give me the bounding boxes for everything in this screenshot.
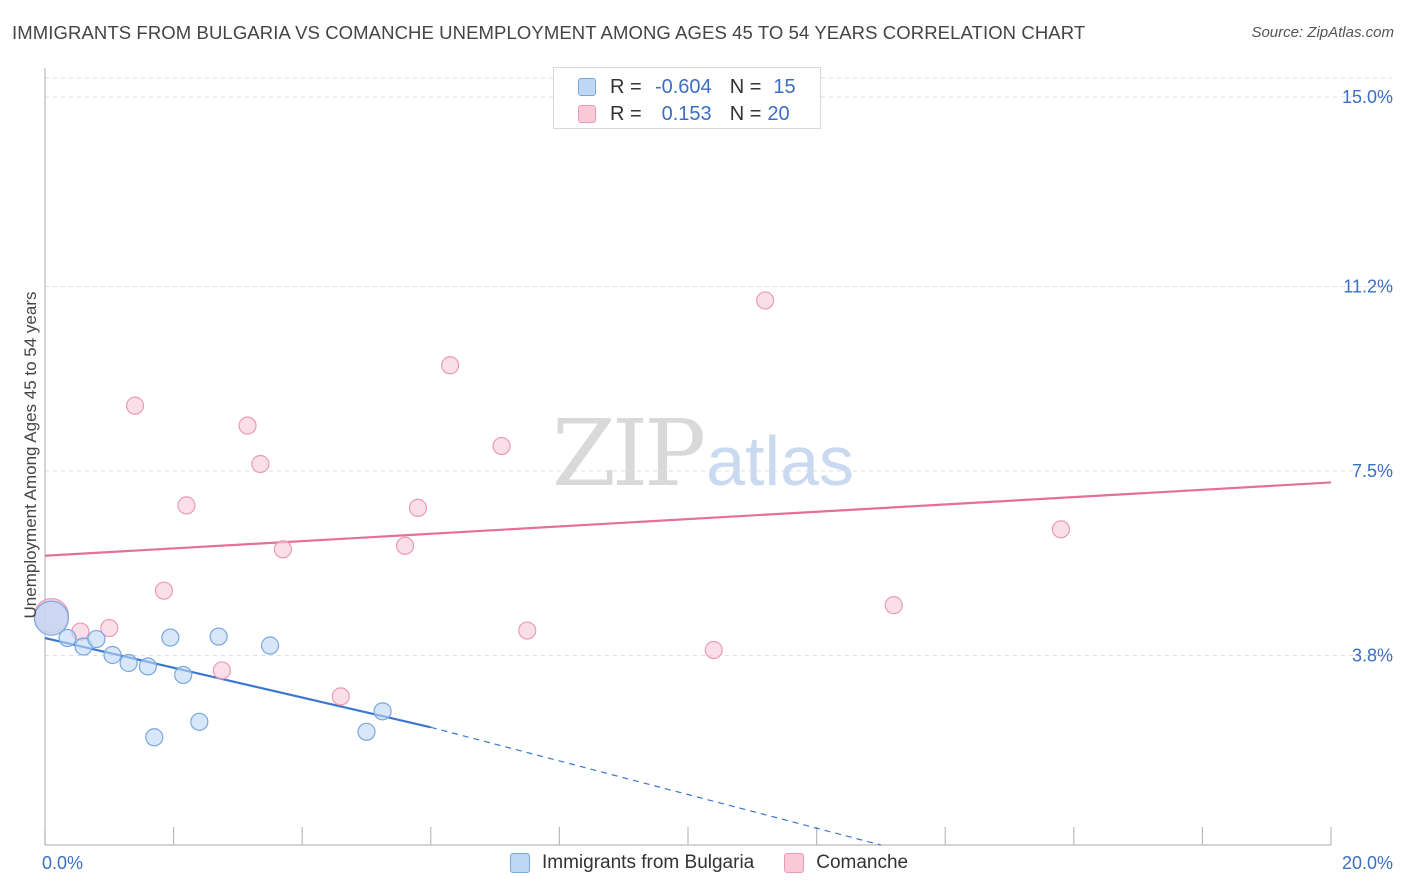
tick-labels: 3.8% 7.5% 11.2% 15.0% 0.0% 20.0% — [42, 87, 1393, 873]
point-comanche — [704, 640, 723, 660]
legend-swatch-comanche — [578, 105, 596, 123]
legend-row-comanche: R = 0.153 N = 20 — [578, 102, 790, 126]
point-comanche — [154, 581, 174, 600]
legend-swatch-bulgaria — [578, 78, 596, 96]
point-comanche — [331, 687, 350, 706]
y-tick-label: 11.2% — [1343, 276, 1393, 296]
legend-r-value: 0.153 — [661, 102, 712, 125]
legend-r-value: -0.604 — [654, 75, 712, 98]
legend-r-label: R = — [610, 102, 642, 125]
point-comanche — [238, 416, 257, 435]
legend-n-label: N = — [729, 102, 762, 125]
data-points — [33, 291, 1071, 747]
point-comanche — [440, 356, 460, 375]
point-bulgaria — [58, 628, 77, 648]
point-bulgaria — [138, 657, 157, 676]
point-comanche — [884, 596, 903, 615]
point-comanche — [100, 618, 119, 638]
series-legend-item-comanche: Comanche — [784, 852, 908, 874]
point-comanche — [1051, 520, 1071, 539]
y-axis-label: Unemployment Among Ages 45 to 54 years — [21, 292, 40, 619]
point-comanche — [408, 498, 428, 517]
source-label: Source: ZipAtlas.com — [1251, 24, 1394, 41]
trend-line-comanche — [44, 481, 1332, 557]
point-bulgaria — [87, 629, 106, 649]
x-tick-label: 0.0% — [42, 853, 83, 873]
x-tick-label: 20.0% — [1342, 853, 1393, 873]
point-bulgaria — [161, 628, 180, 647]
point-comanche — [212, 661, 231, 680]
y-tick-label: 15.0% — [1342, 87, 1393, 107]
point-comanche — [395, 536, 415, 555]
axes — [44, 68, 1332, 846]
legend-r-label: R = — [610, 75, 642, 98]
legend-n-label: N = — [729, 75, 762, 98]
trend-line-bulgaria — [44, 636, 432, 729]
point-comanche — [177, 496, 196, 515]
series-label-comanche: Comanche — [816, 852, 909, 873]
legend-row-bulgaria: R = -0.604 N = 15 — [578, 75, 796, 99]
trend-line-bulgaria-extrapolated — [430, 726, 882, 846]
series-label-bulgaria: Immigrants from Bulgaria — [542, 852, 755, 873]
point-bulgaria — [119, 653, 138, 673]
y-tick-label: 3.8% — [1352, 645, 1393, 665]
series-legend-item-bulgaria: Immigrants from Bulgaria — [510, 852, 754, 874]
point-bulgaria — [190, 712, 209, 731]
chart-title: IMMIGRANTS FROM BULGARIA VS COMANCHE UNE… — [12, 22, 1086, 43]
point-bulgaria — [145, 728, 164, 747]
point-comanche — [125, 396, 145, 415]
series-swatch-comanche — [784, 853, 805, 873]
point-comanche — [518, 621, 537, 640]
point-bulgaria — [373, 702, 392, 721]
point-comanche — [251, 454, 270, 474]
point-bulgaria — [174, 665, 193, 685]
point-bulgaria — [103, 645, 122, 665]
point-comanche — [756, 291, 775, 310]
point-comanche — [492, 436, 511, 456]
point-bulgaria — [33, 600, 70, 636]
correlation-legend: R = -0.604 N = 15 R = 0.153 N = 20 — [553, 67, 821, 129]
legend-n-value: 15 — [773, 75, 796, 98]
series-legend: Immigrants from Bulgaria Comanche — [510, 852, 938, 874]
point-bulgaria — [260, 636, 280, 655]
y-tick-label: 7.5% — [1352, 461, 1393, 481]
trend-lines — [44, 481, 1332, 846]
point-bulgaria — [357, 722, 376, 741]
grid-lines — [45, 77, 1392, 656]
series-swatch-bulgaria — [510, 853, 530, 873]
point-comanche — [273, 540, 293, 559]
point-bulgaria — [209, 627, 228, 646]
legend-n-value: 20 — [767, 102, 790, 125]
